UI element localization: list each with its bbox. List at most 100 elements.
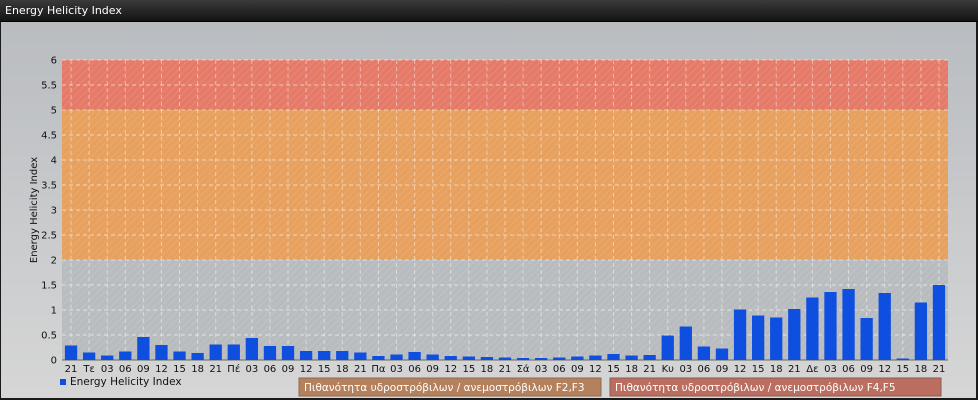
legend: Energy Helicity Index Πιθανότητα υδροστρ… xyxy=(60,376,942,397)
x-tick-label: 21 xyxy=(65,364,78,375)
y-tick-label: 1 xyxy=(51,306,57,317)
bar xyxy=(119,351,132,360)
window-title: Energy Helicity Index xyxy=(5,4,122,17)
bar xyxy=(299,351,313,360)
y-axis-ticks: 0 0.5 1 1.5 2 2.5 3 3.5 4 4.5 5 5.5 6 xyxy=(41,56,57,367)
y-tick-label: 4.5 xyxy=(41,131,57,142)
x-axis-ticks: 21 Τε 03 06 09 12 15 18 21 Πέ 03 06 09 12 15 18 21 Πα 03 06… xyxy=(65,363,946,375)
legend-swatch-energy-helicity xyxy=(60,379,66,385)
bar xyxy=(209,344,222,360)
y-tick-label: 2.5 xyxy=(41,231,57,242)
title-bar: Energy Helicity Index xyxy=(0,0,978,22)
legend-band-f4f5 xyxy=(609,377,942,397)
bar xyxy=(390,354,403,360)
x-tick-label: Πέ xyxy=(227,363,240,375)
y-tick-label: 6 xyxy=(51,56,57,67)
bar xyxy=(824,292,837,360)
bar xyxy=(336,351,349,360)
x-tick-label: Κυ xyxy=(662,364,675,375)
x-tick-label: 03 xyxy=(535,364,548,375)
x-tick-label: 21 xyxy=(499,364,512,375)
bar xyxy=(553,357,566,360)
x-tick-label: 15 xyxy=(462,364,475,375)
bar xyxy=(516,358,530,360)
bar xyxy=(535,358,548,360)
x-tick-label: Σά xyxy=(517,363,530,375)
bar xyxy=(589,355,602,360)
bar xyxy=(480,357,494,360)
y-tick-label: 1.5 xyxy=(41,281,57,292)
x-tick-label: 09 xyxy=(426,364,439,375)
x-tick-label: 18 xyxy=(625,364,638,375)
x-tick-label: 09 xyxy=(571,364,584,375)
bar xyxy=(101,355,114,360)
x-tick-label: 18 xyxy=(770,364,783,375)
x-tick-label: 15 xyxy=(173,364,186,375)
x-tick-label: Τε xyxy=(82,364,95,375)
bar xyxy=(697,346,711,360)
bar xyxy=(715,348,729,360)
bar xyxy=(498,357,512,360)
x-tick-label: 06 xyxy=(553,364,566,375)
bar xyxy=(842,289,855,360)
x-tick-label: 03 xyxy=(824,364,837,375)
y-axis-label: Energy Helicity Index xyxy=(29,157,40,263)
bar xyxy=(354,352,367,360)
x-tick-label: 15 xyxy=(752,364,765,375)
x-tick-label: 03 xyxy=(101,364,114,375)
x-tick-label: 15 xyxy=(607,364,620,375)
bar xyxy=(245,338,259,360)
grid-lines xyxy=(62,59,948,361)
y-tick-label: 0 xyxy=(51,356,57,367)
x-tick-label: Πα xyxy=(371,364,386,375)
bar xyxy=(318,351,331,360)
x-tick-label: 09 xyxy=(860,364,873,375)
bar xyxy=(155,345,168,360)
bar xyxy=(770,317,783,360)
y-tick-label: 3 xyxy=(51,206,57,217)
bar xyxy=(408,352,421,360)
bar xyxy=(733,309,747,360)
bar xyxy=(64,345,78,360)
x-tick-label: 15 xyxy=(896,364,909,375)
bar xyxy=(625,355,638,360)
x-tick-label: 06 xyxy=(842,364,855,375)
bar xyxy=(878,293,891,360)
x-tick-label: 12 xyxy=(300,364,313,375)
bar xyxy=(281,346,295,360)
bar xyxy=(571,356,584,360)
x-tick-label: 21 xyxy=(643,364,656,375)
x-tick-label: 12 xyxy=(155,364,168,375)
x-tick-label: 06 xyxy=(408,364,421,375)
y-tick-label: 4 xyxy=(51,156,57,167)
bar xyxy=(896,358,909,360)
bar-series xyxy=(64,285,946,360)
x-tick-label: 18 xyxy=(336,364,349,375)
bar xyxy=(82,352,96,360)
y-tick-label: 0.5 xyxy=(41,331,57,342)
x-tick-label: 18 xyxy=(481,364,494,375)
x-tick-label: 21 xyxy=(354,364,367,375)
legend-label-energy-helicity: Energy Helicity Index xyxy=(70,376,182,388)
bar xyxy=(444,356,457,360)
x-tick-label: 09 xyxy=(282,364,295,375)
bar xyxy=(914,302,928,360)
x-tick-label: 21 xyxy=(209,364,222,375)
bar xyxy=(932,285,946,360)
bar xyxy=(191,353,204,360)
bar xyxy=(372,356,385,360)
bar xyxy=(751,315,765,360)
x-tick-label: 18 xyxy=(191,364,204,375)
x-tick-label: 06 xyxy=(698,364,711,375)
legend-band-f2f3 xyxy=(298,377,602,397)
legend-label-f2f3: Πιθανότητα υδροστρόβιλων / ανεμοστρόβιλω… xyxy=(304,382,585,394)
x-tick-label: 09 xyxy=(137,364,150,375)
bar xyxy=(462,356,475,360)
bar xyxy=(137,337,150,360)
y-tick-label: 3.5 xyxy=(41,181,57,192)
bar xyxy=(806,297,819,360)
x-tick-label: 03 xyxy=(245,364,258,375)
y-tick-label: 5 xyxy=(51,106,57,117)
